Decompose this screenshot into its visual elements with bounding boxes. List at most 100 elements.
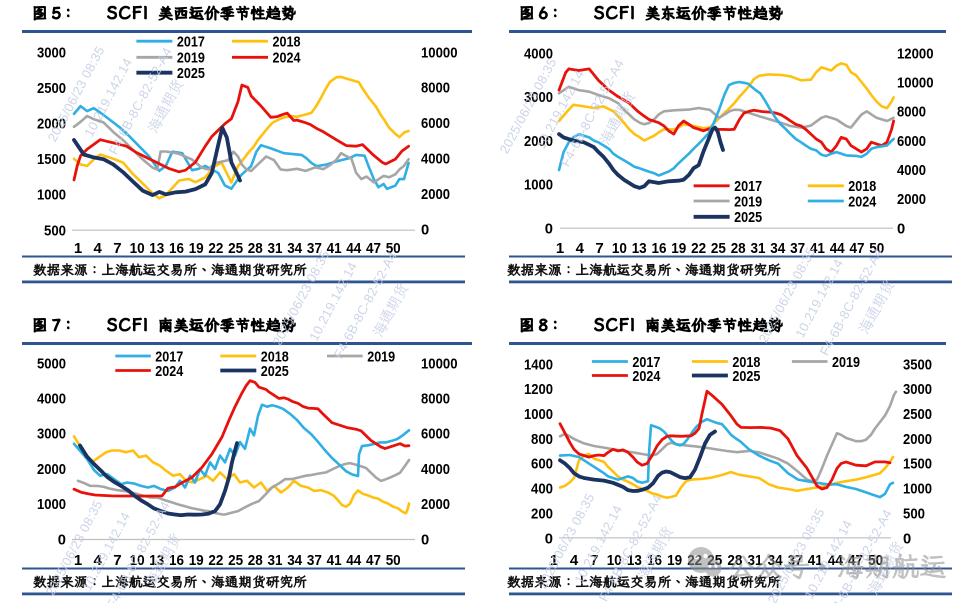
- svg-text:500: 500: [903, 505, 925, 522]
- svg-text:16: 16: [169, 240, 184, 257]
- svg-text:2018: 2018: [273, 34, 301, 51]
- svg-text:4: 4: [576, 240, 585, 257]
- svg-text:400: 400: [531, 481, 553, 498]
- svg-text:3500: 3500: [903, 356, 932, 373]
- svg-text:12000: 12000: [897, 45, 934, 62]
- svg-text:47: 47: [366, 552, 381, 569]
- svg-text:25: 25: [228, 240, 243, 257]
- svg-text:28: 28: [248, 240, 263, 257]
- svg-text:2019: 2019: [177, 50, 205, 67]
- svg-text:41: 41: [327, 240, 342, 257]
- svg-text:2000: 2000: [524, 133, 553, 150]
- svg-text:600: 600: [531, 456, 553, 473]
- svg-text:4: 4: [570, 552, 579, 569]
- svg-text:31: 31: [268, 552, 283, 569]
- svg-text:0: 0: [421, 221, 429, 238]
- svg-text:1: 1: [74, 240, 82, 257]
- svg-text:10: 10: [130, 240, 145, 257]
- svg-text:28: 28: [727, 552, 742, 569]
- svg-text:31: 31: [751, 240, 766, 257]
- svg-text:4: 4: [94, 240, 103, 257]
- svg-text:2500: 2500: [903, 406, 932, 423]
- svg-text:1: 1: [556, 240, 564, 257]
- svg-text:2017: 2017: [734, 178, 762, 195]
- svg-text:2500: 2500: [37, 80, 66, 97]
- svg-text:1000: 1000: [37, 187, 66, 204]
- svg-text:0: 0: [421, 531, 429, 548]
- svg-text:19: 19: [189, 552, 204, 569]
- svg-text:19: 19: [189, 240, 204, 257]
- svg-text:2018: 2018: [732, 354, 760, 371]
- svg-text:4000: 4000: [421, 461, 450, 478]
- svg-text:34: 34: [287, 552, 303, 569]
- svg-text:3000: 3000: [37, 426, 66, 443]
- svg-text:6000: 6000: [421, 115, 450, 132]
- svg-text:1: 1: [550, 552, 558, 569]
- svg-text:37: 37: [790, 240, 805, 257]
- svg-text:2017: 2017: [177, 34, 205, 51]
- svg-text:0: 0: [545, 220, 553, 237]
- svg-text:2024: 2024: [155, 363, 184, 380]
- svg-text:1: 1: [74, 552, 82, 569]
- svg-text:7: 7: [590, 552, 598, 569]
- svg-text:2000: 2000: [903, 431, 932, 448]
- svg-text:1500: 1500: [903, 456, 932, 473]
- svg-text:2025: 2025: [734, 209, 762, 226]
- svg-text:0: 0: [897, 220, 905, 237]
- svg-text:2024: 2024: [273, 50, 302, 67]
- svg-text:16: 16: [647, 552, 662, 569]
- svg-text:2024: 2024: [848, 193, 877, 210]
- svg-text:4000: 4000: [37, 391, 66, 408]
- svg-text:34: 34: [287, 240, 303, 257]
- svg-text:0: 0: [903, 530, 911, 547]
- svg-text:500: 500: [44, 222, 66, 239]
- svg-text:13: 13: [632, 240, 647, 257]
- svg-text:2000: 2000: [421, 496, 450, 513]
- svg-text:2017: 2017: [155, 348, 183, 365]
- svg-text:44: 44: [346, 240, 362, 257]
- svg-text:2018: 2018: [261, 348, 289, 365]
- svg-text:1200: 1200: [524, 381, 553, 398]
- svg-text:19: 19: [667, 552, 682, 569]
- svg-text:0: 0: [58, 531, 66, 548]
- svg-text:2000: 2000: [37, 461, 66, 478]
- svg-text:3000: 3000: [903, 381, 932, 398]
- svg-text:41: 41: [327, 552, 342, 569]
- svg-text:47: 47: [366, 240, 381, 257]
- svg-text:4000: 4000: [524, 45, 553, 62]
- svg-text:800: 800: [531, 431, 553, 448]
- svg-text:41: 41: [808, 552, 823, 569]
- svg-text:16: 16: [169, 552, 184, 569]
- svg-text:31: 31: [268, 240, 283, 257]
- svg-text:25: 25: [228, 552, 243, 569]
- svg-text:2025: 2025: [177, 65, 205, 82]
- svg-text:4: 4: [94, 552, 103, 569]
- svg-text:47: 47: [850, 240, 865, 257]
- svg-text:50: 50: [386, 552, 401, 569]
- svg-text:1000: 1000: [524, 177, 553, 194]
- svg-text:8000: 8000: [421, 391, 450, 408]
- svg-text:37: 37: [307, 240, 322, 257]
- svg-text:50: 50: [869, 240, 884, 257]
- svg-text:4000: 4000: [897, 162, 926, 179]
- svg-text:44: 44: [346, 552, 362, 569]
- svg-text:3000: 3000: [37, 44, 66, 61]
- svg-text:7: 7: [113, 240, 121, 257]
- svg-text:8000: 8000: [421, 80, 450, 97]
- svg-text:10000: 10000: [421, 355, 458, 372]
- svg-text:4000: 4000: [421, 151, 450, 168]
- svg-text:22: 22: [208, 240, 223, 257]
- svg-text:13: 13: [149, 240, 164, 257]
- svg-text:22: 22: [208, 552, 223, 569]
- svg-text:22: 22: [691, 240, 706, 257]
- svg-text:2000: 2000: [421, 186, 450, 203]
- svg-text:3000: 3000: [524, 89, 553, 106]
- svg-text:200: 200: [531, 505, 553, 522]
- svg-text:8000: 8000: [897, 104, 926, 121]
- svg-text:2018: 2018: [848, 178, 876, 195]
- svg-text:5000: 5000: [37, 355, 66, 372]
- svg-text:10000: 10000: [897, 75, 934, 92]
- svg-text:1400: 1400: [524, 356, 553, 373]
- svg-text:2019: 2019: [734, 193, 762, 210]
- svg-text:1000: 1000: [524, 406, 553, 423]
